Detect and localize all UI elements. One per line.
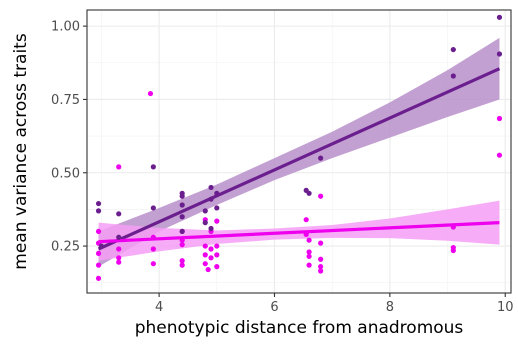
data-point-series-1 [450, 46, 456, 53]
data-point-series-1 [208, 184, 214, 191]
data-point-series-1 [202, 208, 208, 214]
data-point-series-2 [214, 218, 220, 224]
data-point-series-2 [318, 264, 324, 270]
data-point-series-2 [214, 264, 220, 270]
y-tick-label: 0.75 [51, 93, 80, 108]
data-point-series-1 [179, 193, 185, 199]
data-point-series-2 [202, 243, 208, 249]
data-point-series-1 [95, 208, 102, 214]
data-point-series-1 [202, 220, 208, 226]
data-point-series-2 [450, 247, 456, 254]
data-point-series-2 [318, 240, 324, 246]
data-point-series-2 [179, 258, 185, 264]
data-point-series-1 [150, 205, 156, 211]
regression-lines [97, 67, 501, 251]
data-point-series-2 [95, 228, 102, 235]
data-point-series-2 [303, 231, 309, 237]
data-point-series-1 [179, 214, 185, 220]
data-point-series-2 [208, 246, 214, 252]
regression-line-1 [97, 67, 501, 251]
x-tick-label: 4 [155, 300, 163, 315]
data-point-series-1 [496, 51, 503, 57]
data-point-series-1 [214, 205, 220, 211]
data-point-series-2 [318, 193, 324, 199]
data-point-series-2 [306, 249, 312, 255]
x-tick-label: 6 [270, 300, 278, 315]
x-tick-label: 8 [386, 300, 394, 315]
data-point-series-2 [116, 259, 122, 265]
data-point-series-1 [179, 202, 185, 208]
y-tick-label: 0.50 [51, 166, 80, 181]
data-point-series-1 [450, 73, 456, 79]
data-point-series-2 [496, 115, 503, 122]
data-point-series-1 [214, 190, 220, 196]
data-point-series-1 [150, 164, 156, 170]
data-point-series-2 [450, 224, 456, 230]
data-point-series-2 [147, 90, 154, 97]
data-point-series-2 [116, 255, 122, 261]
data-point-series-2 [179, 262, 185, 268]
data-point-series-2 [95, 275, 102, 281]
axis-ticks: 4 6 8 10 0.25 0.50 0.75 1.00 [51, 20, 513, 315]
data-point-series-2 [150, 234, 156, 240]
data-point-series-2 [205, 266, 211, 273]
data-point-series-2 [95, 262, 102, 268]
data-point-series-2 [318, 256, 324, 262]
data-point-series-2 [306, 253, 312, 259]
data-point-series-2 [214, 243, 220, 249]
data-point-series-2 [306, 237, 312, 243]
confidence-band-1 [98, 37, 500, 267]
data-point-series-2 [150, 261, 156, 267]
regression-line-2 [98, 221, 500, 244]
data-point-series-2 [202, 252, 208, 258]
data-point-series-1 [496, 14, 503, 20]
y-tick-label: 1.00 [51, 20, 80, 35]
plot-panel-border [86, 9, 512, 294]
y-tick-label: 0.25 [51, 240, 80, 255]
data-point-series-2 [116, 164, 122, 170]
data-point-series-2 [179, 242, 185, 248]
data-points [95, 14, 503, 281]
data-point-series-2 [208, 255, 214, 261]
data-point-series-2 [116, 246, 122, 252]
data-point-series-2 [318, 268, 324, 274]
data-point-series-1 [208, 225, 214, 232]
x-tick-label: 10 [497, 300, 514, 315]
data-point-series-2 [179, 237, 185, 243]
data-point-series-2 [214, 252, 220, 258]
data-point-series-1 [179, 228, 185, 235]
data-point-series-1 [306, 190, 312, 196]
data-point-series-1 [116, 234, 122, 240]
data-point-series-2 [95, 250, 102, 257]
data-point-series-1 [116, 211, 122, 217]
data-point-series-1 [318, 155, 324, 161]
data-point-series-2 [496, 152, 503, 158]
data-point-series-1 [98, 243, 105, 249]
y-axis-title: mean variance across traits [11, 33, 31, 270]
data-point-series-2 [202, 261, 208, 267]
data-point-series-2 [150, 246, 156, 252]
data-point-series-2 [306, 262, 312, 268]
x-axis-title: phenotypic distance from anadromous [135, 318, 464, 338]
data-point-series-2 [303, 217, 309, 223]
data-point-series-1 [208, 196, 214, 202]
data-point-series-1 [95, 200, 102, 207]
